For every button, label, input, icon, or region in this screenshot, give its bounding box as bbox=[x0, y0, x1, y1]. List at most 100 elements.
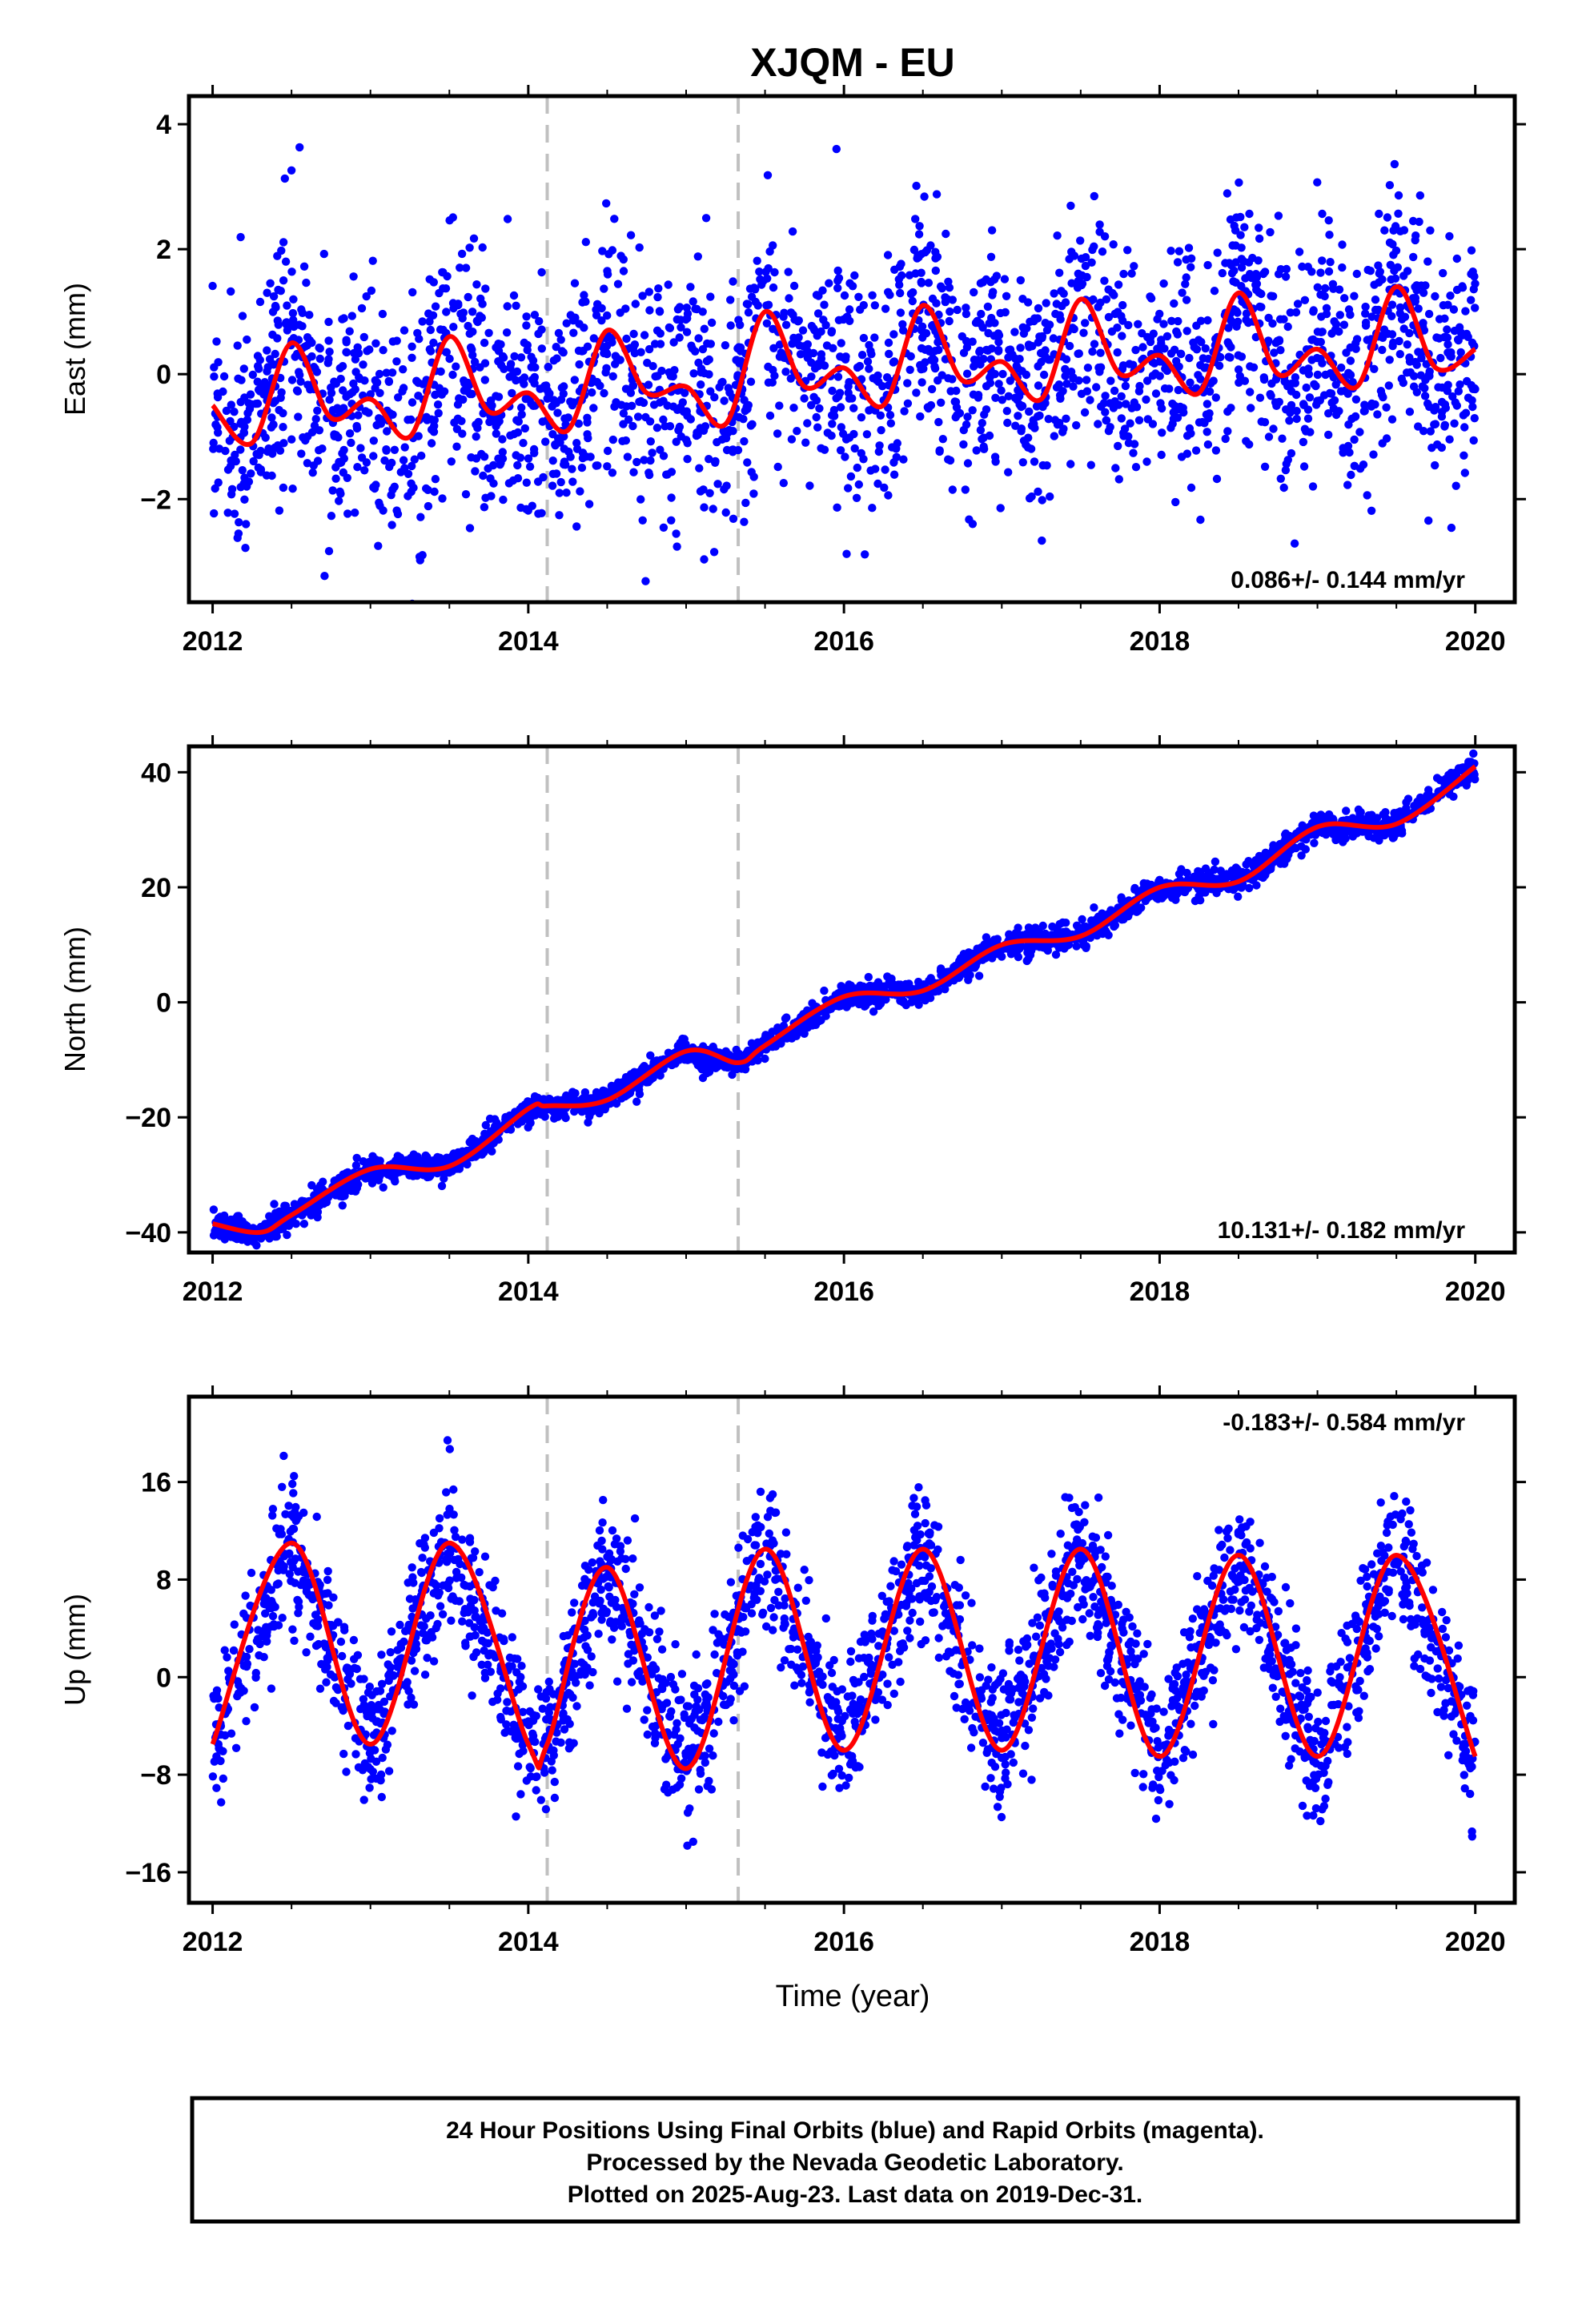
data-point bbox=[472, 420, 480, 429]
data-point bbox=[644, 344, 654, 354]
data-point bbox=[1423, 257, 1432, 266]
data-point bbox=[1130, 398, 1139, 407]
data-point bbox=[441, 284, 451, 293]
data-point bbox=[927, 356, 936, 364]
data-point bbox=[1000, 275, 1010, 283]
data-point bbox=[749, 472, 758, 481]
data-point bbox=[313, 456, 323, 465]
data-point bbox=[1130, 262, 1138, 271]
data-point bbox=[1471, 304, 1480, 312]
data-point bbox=[338, 1201, 347, 1210]
data-point bbox=[604, 250, 613, 259]
data-point bbox=[1255, 223, 1263, 232]
data-point bbox=[375, 1171, 385, 1180]
data-point bbox=[593, 461, 602, 470]
data-point bbox=[564, 413, 572, 422]
data-point bbox=[1006, 345, 1015, 354]
data-point bbox=[1182, 868, 1191, 878]
data-point bbox=[920, 192, 929, 201]
data-point bbox=[833, 503, 841, 512]
data-point bbox=[1403, 267, 1412, 275]
data-point bbox=[1394, 209, 1403, 218]
data-point bbox=[1283, 322, 1292, 332]
data-point bbox=[741, 498, 750, 508]
data-point bbox=[1443, 340, 1452, 349]
data-point bbox=[1090, 340, 1099, 348]
data-point bbox=[408, 342, 416, 351]
data-point bbox=[909, 245, 919, 255]
data-point bbox=[1371, 305, 1380, 315]
data-point bbox=[989, 287, 998, 296]
data-point bbox=[597, 316, 606, 325]
data-point bbox=[744, 400, 753, 410]
data-point bbox=[991, 393, 1000, 402]
data-point bbox=[834, 1002, 844, 1011]
data-point bbox=[215, 1212, 225, 1221]
data-point bbox=[1469, 436, 1478, 445]
data-point bbox=[351, 509, 359, 517]
data-point bbox=[916, 412, 925, 421]
data-point bbox=[1114, 475, 1124, 484]
data-point bbox=[978, 323, 987, 332]
data-point bbox=[934, 376, 942, 385]
data-point bbox=[785, 294, 793, 303]
data-point bbox=[1470, 341, 1479, 351]
data-point bbox=[992, 271, 1002, 280]
data-point bbox=[1034, 487, 1042, 497]
data-point bbox=[665, 422, 675, 431]
data-point bbox=[932, 190, 942, 199]
data-point bbox=[427, 439, 436, 448]
data-point bbox=[390, 445, 400, 454]
data-point bbox=[545, 1095, 554, 1104]
data-point bbox=[522, 321, 531, 330]
data-point bbox=[1172, 327, 1181, 336]
data-point bbox=[387, 368, 397, 377]
data-point bbox=[541, 437, 550, 446]
data-point bbox=[1469, 749, 1478, 758]
data-point bbox=[223, 1228, 232, 1238]
data-point bbox=[387, 458, 396, 468]
data-point bbox=[592, 311, 601, 320]
x-tick-label: 2012 bbox=[183, 626, 243, 657]
data-point bbox=[260, 378, 269, 387]
data-point bbox=[788, 227, 797, 236]
data-point bbox=[512, 301, 520, 310]
data-point bbox=[407, 479, 416, 488]
data-point bbox=[812, 291, 821, 300]
data-point bbox=[552, 399, 560, 408]
data-point bbox=[1385, 238, 1395, 247]
data-point bbox=[849, 404, 858, 412]
data-point bbox=[1117, 896, 1126, 905]
data-point bbox=[1061, 364, 1070, 374]
data-point bbox=[227, 490, 236, 499]
data-point bbox=[1354, 805, 1363, 814]
data-point bbox=[722, 481, 731, 490]
data-point bbox=[646, 456, 655, 465]
data-point bbox=[755, 267, 764, 276]
data-point bbox=[1411, 235, 1419, 245]
data-point bbox=[673, 305, 683, 314]
data-point bbox=[1011, 421, 1020, 430]
data-point bbox=[1182, 327, 1191, 336]
data-point bbox=[946, 307, 954, 316]
data-point bbox=[669, 338, 678, 347]
data-point bbox=[1379, 325, 1389, 334]
data-point bbox=[279, 423, 287, 432]
data-point bbox=[498, 448, 507, 456]
data-point bbox=[1300, 424, 1310, 433]
data-point bbox=[481, 284, 490, 293]
data-point bbox=[822, 341, 832, 350]
velocity-label-east: 0.086+/- 0.144 mm/yr bbox=[1231, 567, 1465, 593]
data-point bbox=[570, 279, 580, 287]
data-point bbox=[978, 278, 988, 287]
data-point bbox=[1274, 211, 1283, 220]
data-point bbox=[534, 329, 543, 339]
data-point bbox=[1050, 432, 1059, 440]
data-point bbox=[820, 1007, 829, 1017]
data-point bbox=[303, 459, 312, 468]
data-point bbox=[448, 370, 457, 380]
data-point bbox=[883, 251, 893, 259]
data-point bbox=[467, 453, 476, 462]
data-point bbox=[666, 372, 676, 380]
data-point bbox=[944, 455, 953, 464]
